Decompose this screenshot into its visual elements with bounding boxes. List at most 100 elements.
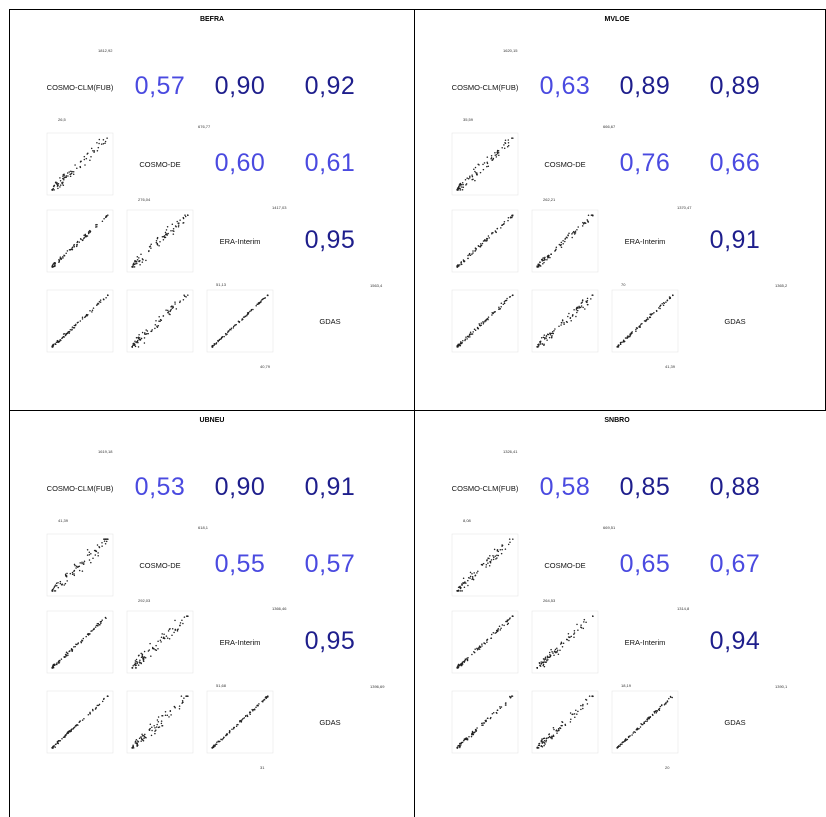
scatter-point <box>240 720 243 722</box>
scatter-point <box>460 662 462 665</box>
scatter-point <box>479 245 482 248</box>
scatter-point <box>68 332 70 334</box>
scatter-point <box>231 728 233 731</box>
scatter-point <box>178 705 181 707</box>
scatter-point <box>538 744 541 747</box>
correlation-value: 0,63 <box>539 72 591 100</box>
scatter-point <box>158 320 160 322</box>
scatter-point <box>463 586 466 588</box>
scatter-point <box>53 263 56 265</box>
scatter-point <box>469 175 471 178</box>
scatter-point <box>499 549 502 551</box>
scatter-point <box>496 712 498 714</box>
scatter-point <box>592 695 594 697</box>
scatter-point <box>499 629 502 631</box>
scatter-point <box>135 667 137 669</box>
scatter-point <box>57 582 59 584</box>
scatter-point <box>549 332 551 335</box>
scatter-point <box>177 224 180 226</box>
scatter-point <box>621 743 623 745</box>
scatter-point <box>157 324 160 327</box>
scatter-point <box>90 561 92 564</box>
scatter-point <box>132 745 135 748</box>
scatter-point <box>157 716 160 718</box>
scatter-point <box>628 735 630 738</box>
scatter-point <box>51 346 53 348</box>
scatter-point <box>462 259 465 261</box>
scatter-point <box>169 309 172 312</box>
scatter-point <box>460 741 463 744</box>
scatter-point <box>75 724 78 726</box>
scatter-point <box>501 224 503 227</box>
scatter-point <box>182 217 185 220</box>
scatter-point <box>65 651 68 654</box>
scatter-point <box>99 299 102 301</box>
axis-tick-label: 1620,15 <box>503 48 518 53</box>
axis-tick-label: 40,79 <box>260 364 271 369</box>
scatter-point <box>551 651 553 653</box>
scatter-point <box>483 642 485 644</box>
scatter-point <box>581 299 584 301</box>
scatter-point <box>176 220 178 223</box>
scatter-point <box>155 644 157 647</box>
scatter-point <box>496 152 499 155</box>
scatter-point <box>52 665 54 668</box>
scatter-point <box>669 296 671 299</box>
scatter-point <box>501 544 504 547</box>
axis-tick-label: 35,59 <box>463 117 474 122</box>
scatter-point <box>459 587 462 590</box>
axis-tick-label: 8,08 <box>463 518 471 523</box>
scatter-point <box>585 300 587 303</box>
scatter-point <box>146 330 149 332</box>
scatter-point <box>496 150 499 153</box>
scatter-point <box>155 726 158 728</box>
scatter-point <box>170 714 172 716</box>
scatter-point <box>656 710 658 712</box>
scatter-point <box>59 582 62 585</box>
scatter-point <box>464 339 466 342</box>
scatter-point <box>659 307 661 310</box>
scatter-point <box>466 338 468 340</box>
scatter-point <box>93 150 96 152</box>
scatter-cell-frame <box>46 610 114 674</box>
scatter-point <box>72 727 75 730</box>
scatter-point <box>64 333 66 335</box>
correlation-value: 0,91 <box>709 226 761 254</box>
scatter-point <box>651 713 654 716</box>
scatter-point <box>456 189 458 191</box>
scatter-point <box>87 713 90 716</box>
scatter-point <box>105 216 108 218</box>
scatter-point <box>542 737 545 740</box>
scatter-point <box>658 307 660 309</box>
scatter-point <box>587 214 590 216</box>
scatter-point <box>585 621 587 623</box>
scatter-point <box>462 186 465 188</box>
scatter-point <box>465 738 467 741</box>
scatter-point <box>164 236 167 239</box>
scatter-point <box>457 186 460 189</box>
scatter-point <box>486 237 489 240</box>
scatter-point <box>106 137 108 139</box>
scatter-point <box>232 325 235 328</box>
scatter-point <box>172 233 175 235</box>
scatter-cell-frame <box>451 132 519 196</box>
scatter-point <box>96 141 98 144</box>
scatter-point <box>481 564 484 566</box>
scatter-point <box>97 146 100 149</box>
scatter-point <box>103 540 106 542</box>
scatter-point <box>98 142 100 145</box>
scatter-point <box>134 660 137 662</box>
scatter-point <box>504 702 507 704</box>
axis-tick-label: 1314,8 <box>677 606 690 611</box>
scatter-point <box>246 715 249 718</box>
scatter-point <box>496 630 498 633</box>
scatter-point <box>66 172 69 174</box>
scatter-point <box>81 318 84 320</box>
scatter-point <box>258 703 260 705</box>
scatter-point <box>653 311 655 314</box>
correlation-value: 0,90 <box>214 72 266 100</box>
scatter-point <box>488 564 491 567</box>
scatter-point <box>163 633 165 636</box>
scatter-point <box>494 154 497 156</box>
scatter-point <box>141 655 144 658</box>
